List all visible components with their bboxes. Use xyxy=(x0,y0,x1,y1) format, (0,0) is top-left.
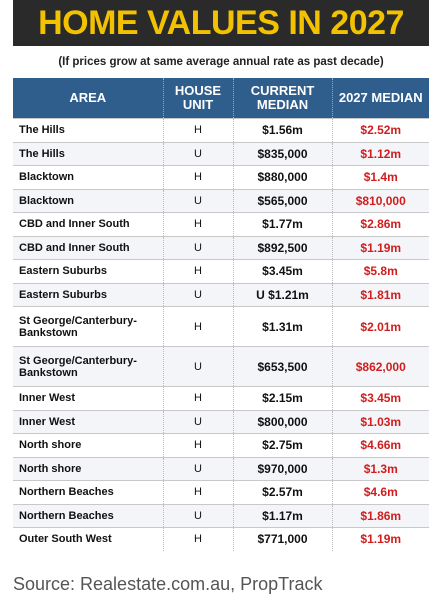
house-unit-cell: H xyxy=(162,433,233,457)
area-cell: CBD and Inner South xyxy=(13,235,163,260)
table-row: The Hills U $835,000 $1.12m xyxy=(13,141,429,166)
area-cell: Blacktown xyxy=(13,188,163,213)
current-median-cell: $565,000 xyxy=(232,188,332,213)
house-unit-cell: H xyxy=(162,527,233,551)
table-row: Eastern Suburbs U U $1.21m $1.81m xyxy=(13,282,429,307)
house-unit-cell: H xyxy=(162,480,233,504)
house-unit-cell: U xyxy=(162,141,233,166)
current-median-cell: $2.75m xyxy=(232,433,332,457)
projected-median-cell: $4.66m xyxy=(331,433,429,457)
house-unit-cell: H xyxy=(162,306,233,347)
house-unit-cell: H xyxy=(162,259,233,283)
house-unit-cell: U xyxy=(162,346,233,387)
projected-median-cell: $2.52m xyxy=(331,118,429,142)
table-row: Blacktown H $880,000 $1.4m xyxy=(13,165,429,189)
house-unit-cell: U xyxy=(162,503,233,528)
current-median-cell: $970,000 xyxy=(232,456,332,481)
table-row: North shore U $970,000 $1.3m xyxy=(13,456,429,481)
table-row: The Hills H $1.56m $2.52m xyxy=(13,118,429,142)
area-cell: North shore xyxy=(13,456,163,481)
house-unit-cell: H xyxy=(162,212,233,236)
header-house-unit: HOUSE UNIT xyxy=(162,78,233,119)
area-cell: Eastern Suburbs xyxy=(13,259,163,283)
projected-median-cell: $5.8m xyxy=(331,259,429,283)
table-row: St George/Canterbury-Bankstown U $653,500 $… xyxy=(13,346,429,387)
current-median-cell: $835,000 xyxy=(232,141,332,166)
current-median-cell: $1.56m xyxy=(232,118,332,142)
house-unit-cell: U xyxy=(162,456,233,481)
projected-median-cell: $810,000 xyxy=(331,188,429,213)
table-row: Inner West H $2.15m $3.45m xyxy=(13,386,429,410)
house-unit-cell: H xyxy=(162,118,233,142)
projected-median-cell: $1.4m xyxy=(331,165,429,189)
current-median-cell: $2.15m xyxy=(232,386,332,410)
table-row: Outer South West H $771,000 $1.19m xyxy=(13,527,429,551)
current-median-cell: $771,000 xyxy=(232,527,332,551)
projected-median-cell: $1.19m xyxy=(331,527,429,551)
current-median-cell: $1.31m xyxy=(232,306,332,347)
projected-median-cell: $862,000 xyxy=(331,346,429,387)
projected-median-cell: $1.86m xyxy=(331,503,429,528)
current-median-cell: $880,000 xyxy=(232,165,332,189)
current-median-cell: $1.77m xyxy=(232,212,332,236)
area-cell: Northern Beaches xyxy=(13,480,163,504)
house-unit-cell: U xyxy=(162,409,233,434)
current-median-cell: $892,500 xyxy=(232,235,332,260)
projected-median-cell: $1.03m xyxy=(331,409,429,434)
area-cell: Northern Beaches xyxy=(13,503,163,528)
projected-median-cell: $3.45m xyxy=(331,386,429,410)
area-cell: Inner West xyxy=(13,409,163,434)
table-row: Northern Beaches U $1.17m $1.86m xyxy=(13,503,429,528)
header-2027-median: 2027 MEDIAN xyxy=(331,78,429,119)
home-values-infographic: HOME VALUES IN 2027 (If prices grow at s… xyxy=(13,0,429,551)
header-current-median: CURRENT MEDIAN xyxy=(232,78,332,119)
area-cell: Inner West xyxy=(13,386,163,410)
area-cell: St George/Canterbury-Bankstown xyxy=(13,306,163,347)
area-cell: Eastern Suburbs xyxy=(13,282,163,307)
table-row: St George/Canterbury-Bankstown H $1.31m $2.… xyxy=(13,306,429,347)
house-unit-cell: H xyxy=(162,165,233,189)
table-row: Eastern Suburbs H $3.45m $5.8m xyxy=(13,259,429,283)
table-row: CBD and Inner South U $892,500 $1.19m xyxy=(13,235,429,260)
projected-median-cell: $2.01m xyxy=(331,306,429,347)
current-median-cell: $653,500 xyxy=(232,346,332,387)
home-values-table: AREA HOUSE UNIT CURRENT MEDIAN 2027 MEDI… xyxy=(13,78,429,551)
current-median-cell: $800,000 xyxy=(232,409,332,434)
current-median-cell: U $1.21m xyxy=(232,282,332,307)
area-cell: The Hills xyxy=(13,141,163,166)
table-header-row: AREA HOUSE UNIT CURRENT MEDIAN 2027 MEDI… xyxy=(13,78,429,119)
table-row: Northern Beaches H $2.57m $4.6m xyxy=(13,480,429,504)
area-cell: The Hills xyxy=(13,118,163,142)
subtitle: (If prices grow at same average annual r… xyxy=(58,56,384,68)
table-row: Blacktown U $565,000 $810,000 xyxy=(13,188,429,213)
area-cell: CBD and Inner South xyxy=(13,212,163,236)
current-median-cell: $2.57m xyxy=(232,480,332,504)
area-cell: North shore xyxy=(13,433,163,457)
table-row: North shore H $2.75m $4.66m xyxy=(13,433,429,457)
projected-median-cell: $1.19m xyxy=(331,235,429,260)
table-row: CBD and Inner South H $1.77m $2.86m xyxy=(13,212,429,236)
house-unit-cell: U xyxy=(162,188,233,213)
house-unit-cell: U xyxy=(162,235,233,260)
projected-median-cell: $4.6m xyxy=(331,480,429,504)
current-median-cell: $3.45m xyxy=(232,259,332,283)
projected-median-cell: $2.86m xyxy=(331,212,429,236)
source-credit: Source: Realestate.com.au, PropTrack xyxy=(13,574,323,594)
projected-median-cell: $1.12m xyxy=(331,141,429,166)
table-row: Inner West U $800,000 $1.03m xyxy=(13,409,429,434)
page-title: HOME VALUES IN 2027 xyxy=(13,0,429,46)
table-body: The Hills H $1.56m $2.52m The Hills U $835,000… xyxy=(13,118,429,551)
area-cell: Outer South West xyxy=(13,527,163,551)
area-cell: Blacktown xyxy=(13,165,163,189)
house-unit-cell: U xyxy=(162,282,233,307)
projected-median-cell: $1.81m xyxy=(331,282,429,307)
projected-median-cell: $1.3m xyxy=(331,456,429,481)
header-area: AREA xyxy=(13,78,163,119)
house-unit-cell: H xyxy=(162,386,233,410)
current-median-cell: $1.17m xyxy=(232,503,332,528)
area-cell: St George/Canterbury-Bankstown xyxy=(13,346,163,387)
